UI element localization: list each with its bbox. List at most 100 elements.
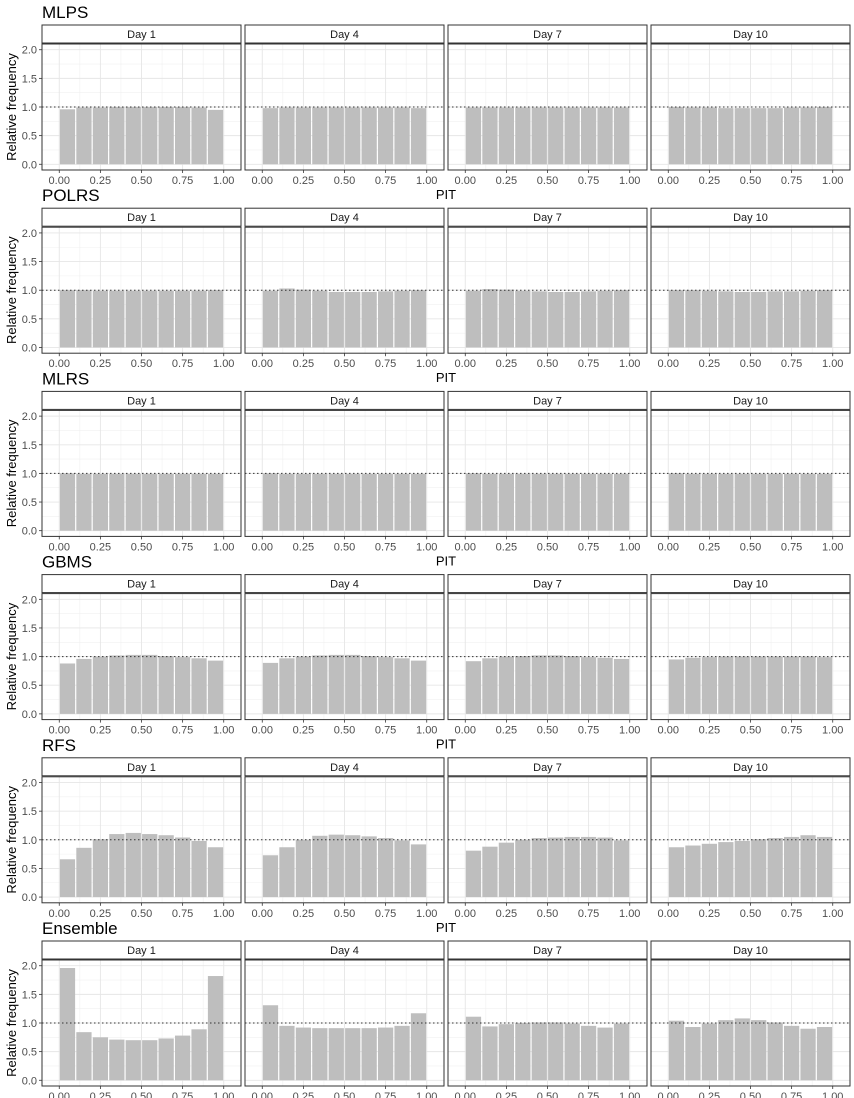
histogram-bar (668, 473, 685, 531)
y-tick-label: 0.0 (22, 1075, 37, 1087)
y-tick-label: 0.5 (22, 497, 37, 509)
histogram-bar (279, 847, 295, 898)
y-tick-label: 1.0 (22, 468, 37, 480)
panel-day-10: Day 10 0.00 0.25 0.50 0.75 1.00 (650, 390, 851, 553)
histogram-bar (800, 290, 816, 348)
x-tick-label: 1.00 (619, 175, 640, 187)
histogram-bar (394, 473, 410, 531)
facet-strip-label: Day 4 (330, 762, 359, 774)
histogram-bar (734, 656, 750, 714)
histogram-bar (295, 656, 312, 714)
histogram-bar (701, 1023, 718, 1081)
panel-day-1: Day 1 0.00 0.25 0.50 0.75 1.00 0.0 0.5 1.0 1.5 2.0 (22, 940, 242, 1098)
histogram-bar (465, 473, 482, 531)
histogram-bar (701, 657, 718, 714)
histogram-bar (783, 107, 800, 165)
facet-row-mlps: MLPS Relative frequency PIT Day 1 0.00 0.25 0.… (4, 3, 851, 202)
histogram-bar (800, 473, 816, 531)
histogram-bar (531, 473, 547, 531)
histogram-bar (548, 655, 564, 714)
x-tick-label: 0.50 (131, 1091, 152, 1098)
x-tick-label: 0.50 (537, 1091, 558, 1098)
histogram-bar (361, 291, 377, 348)
histogram-bar (76, 1032, 92, 1081)
x-tick-label: 0.00 (252, 725, 273, 737)
x-tick-label: 0.75 (578, 1091, 599, 1098)
facet-strip (41, 757, 242, 777)
facet-row-mlrs: MLRS Relative frequency PIT Day 1 0.00 0.25 0.… (4, 369, 851, 568)
facet-strip-label: Day 7 (533, 945, 562, 957)
facet-row-gbms: GBMS Relative frequency PIT Day 1 0.00 0.25 0.… (4, 553, 851, 752)
x-tick-label: 1.00 (619, 1091, 640, 1098)
facet-strip-label: Day 7 (533, 395, 562, 407)
histogram-bar (328, 834, 344, 898)
x-tick-label: 0.25 (90, 725, 111, 737)
histogram-bar (816, 290, 833, 348)
histogram-bar (668, 847, 685, 898)
histogram-bar (783, 473, 800, 531)
x-tick-label: 0.25 (699, 358, 720, 370)
facet-strip (41, 207, 242, 227)
facet-row-ensemble: Ensemble Relative frequency PIT Day 1 0.00 0.… (4, 919, 851, 1098)
y-tick-label: 1.0 (22, 1018, 37, 1030)
x-tick-label: 0.50 (131, 725, 152, 737)
histogram-bar (767, 473, 783, 531)
histogram-bar (734, 840, 750, 898)
x-tick-label: 1.00 (213, 1091, 234, 1098)
histogram-bar (92, 839, 109, 898)
histogram-bar (59, 968, 76, 1081)
facet-strip (650, 24, 851, 44)
histogram-bar (345, 107, 361, 165)
histogram-bar (142, 107, 158, 165)
y-tick-label: 1.5 (22, 806, 37, 818)
x-axis-title: PIT (436, 187, 456, 202)
x-tick-label: 0.75 (172, 1091, 193, 1098)
x-tick-label: 0.25 (496, 1091, 517, 1098)
y-tick-label: 0.0 (22, 526, 37, 538)
histogram-bar (345, 654, 361, 714)
histogram-bar (580, 1025, 597, 1081)
panel-day-10: Day 10 0.00 0.25 0.50 0.75 1.00 (650, 24, 851, 187)
row-title: RFS (42, 736, 76, 755)
panel-day-7: Day 7 0.00 0.25 0.50 0.75 1.00 (447, 390, 648, 553)
histogram-bar (328, 654, 344, 714)
histogram-bar (613, 658, 630, 714)
y-tick-label: 0.5 (22, 314, 37, 326)
histogram-bar (767, 108, 783, 165)
facet-strip-label: Day 7 (533, 579, 562, 591)
histogram-bar (783, 291, 800, 348)
panel-day-7: Day 7 0.00 0.25 0.50 0.75 1.00 (447, 757, 648, 920)
row-title: MLPS (42, 3, 88, 22)
x-tick-label: 1.00 (213, 908, 234, 920)
histogram-bar (718, 108, 734, 165)
facet-strip-label: Day 10 (733, 29, 768, 41)
x-tick-label: 0.25 (699, 541, 720, 553)
facet-strip (447, 207, 648, 227)
histogram-bar (125, 107, 141, 165)
histogram-bar (531, 291, 547, 348)
histogram-bar (92, 1037, 109, 1081)
facet-strip (650, 940, 851, 960)
histogram-bar (158, 835, 174, 898)
facet-strip-label: Day 10 (733, 945, 768, 957)
histogram-bar (191, 658, 207, 714)
histogram-bar (328, 291, 344, 348)
histogram-bar (548, 1022, 564, 1081)
facet-row-polrs: POLRS Relative frequency PIT Day 1 0.00 0.25 0… (4, 186, 851, 385)
histogram-bar (800, 107, 816, 165)
y-tick-label: 1.0 (22, 835, 37, 847)
histogram-bar (613, 840, 630, 898)
x-tick-label: 0.00 (455, 1091, 476, 1098)
y-axis-title: Relative frequency (4, 419, 19, 527)
histogram-bar (345, 291, 361, 348)
histogram-bar (816, 836, 833, 898)
x-tick-label: 0.75 (172, 541, 193, 553)
histogram-bar (279, 1025, 295, 1081)
x-tick-label: 0.25 (90, 908, 111, 920)
x-tick-label: 0.00 (455, 725, 476, 737)
histogram-bar (767, 656, 783, 714)
histogram-bar (613, 290, 630, 348)
histogram-bar (207, 473, 224, 531)
facet-strip (447, 757, 648, 777)
x-tick-label: 0.75 (172, 175, 193, 187)
